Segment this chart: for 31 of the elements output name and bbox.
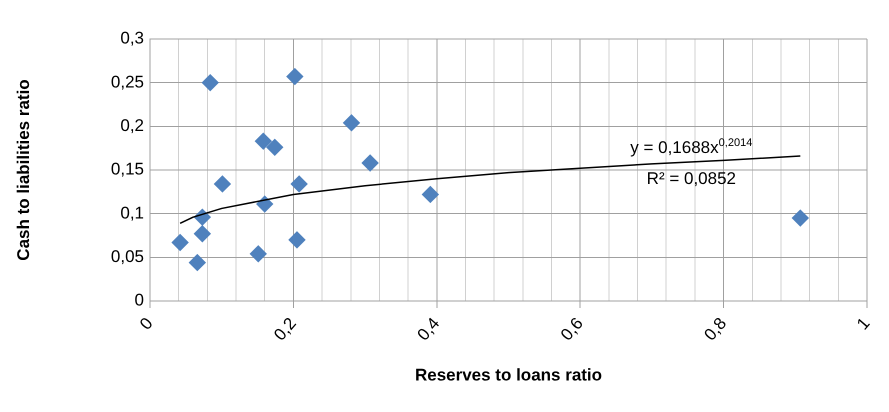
point — [290, 175, 308, 192]
x-tick-label: 0,8 — [700, 314, 730, 344]
annotation: R² = 0,0852 — [646, 169, 736, 188]
y-tick-label: 0,1 — [120, 203, 144, 222]
point — [172, 234, 189, 251]
y-tick-label: 0,3 — [120, 28, 144, 48]
y-tick-label: 0 — [134, 290, 144, 310]
x-tick-label: 1 — [853, 314, 874, 334]
point — [266, 138, 284, 156]
point — [422, 186, 439, 203]
point — [214, 175, 231, 192]
x-axis-title: Reserves to loans ratio — [414, 365, 602, 384]
point — [254, 132, 272, 150]
y-tick-label: 0,15 — [110, 160, 144, 179]
y-tick-label: 0,05 — [110, 247, 144, 266]
y-tick-label: 0,25 — [110, 72, 144, 92]
x-tick-label: 0,6 — [556, 314, 587, 344]
point — [250, 245, 267, 262]
point — [188, 254, 206, 272]
point — [342, 114, 360, 132]
point — [286, 68, 304, 86]
point — [792, 210, 809, 227]
point — [288, 231, 306, 248]
y-axis-title: Cash to liabilities ratio — [14, 79, 33, 261]
x-tick-label: 0 — [136, 314, 157, 334]
point — [194, 225, 211, 242]
y-tick-label: 0,2 — [120, 116, 144, 136]
x-tick-label: 0,4 — [414, 314, 444, 344]
point — [202, 74, 219, 92]
x-tick-label: 0,2 — [270, 314, 300, 344]
point — [362, 154, 379, 172]
